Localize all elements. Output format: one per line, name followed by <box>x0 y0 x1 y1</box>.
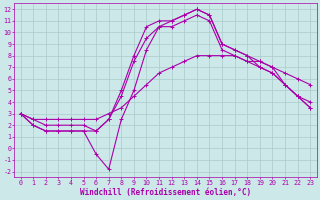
X-axis label: Windchill (Refroidissement éolien,°C): Windchill (Refroidissement éolien,°C) <box>80 188 251 197</box>
